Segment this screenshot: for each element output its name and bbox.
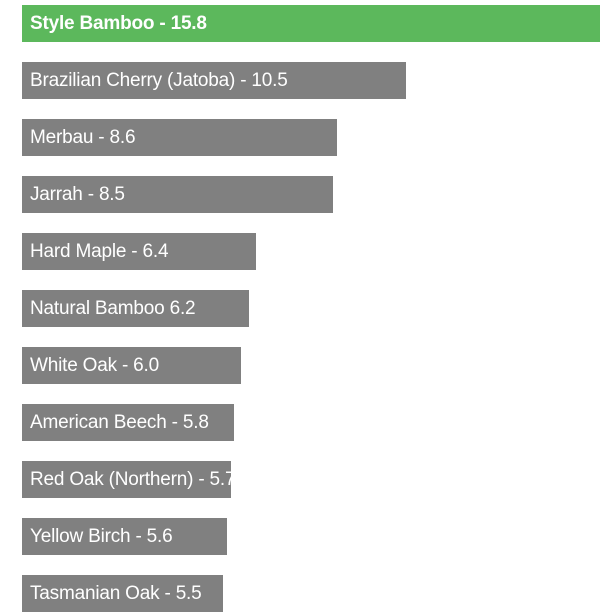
bar-merbau: Merbau - 8.6 <box>22 119 337 156</box>
bar-style-bamboo: Style Bamboo - 15.8 <box>22 5 600 42</box>
bar-natural-bamboo: Natural Bamboo 6.2 <box>22 290 249 327</box>
bar-yellow-birch: Yellow Birch - 5.6 <box>22 518 227 555</box>
bar-label: Yellow Birch - 5.6 <box>30 525 173 547</box>
bar-label: Merbau - 8.6 <box>30 126 136 148</box>
bar-label: Style Bamboo - 15.8 <box>30 12 207 34</box>
bar-label: Natural Bamboo 6.2 <box>30 297 196 319</box>
bar-label: Tasmanian Oak - 5.5 <box>30 582 202 604</box>
bar-white-oak: White Oak - 6.0 <box>22 347 241 384</box>
bar-jarrah: Jarrah - 8.5 <box>22 176 333 213</box>
bar-tasmanian-oak: Tasmanian Oak - 5.5 <box>22 575 223 612</box>
bar-label: Jarrah - 8.5 <box>30 183 125 205</box>
bar-label: American Beech - 5.8 <box>30 411 209 433</box>
bar-red-oak-northern: Red Oak (Northern) - 5.7 <box>22 461 231 498</box>
bar-label: Brazilian Cherry (Jatoba) - 10.5 <box>30 69 288 91</box>
bar-label: Red Oak (Northern) - 5.7 <box>30 468 231 490</box>
bar-label: White Oak - 6.0 <box>30 354 159 376</box>
bar-american-beech: American Beech - 5.8 <box>22 404 234 441</box>
bar-label: Hard Maple - 6.4 <box>30 240 169 262</box>
bar-hard-maple: Hard Maple - 6.4 <box>22 233 256 270</box>
bar-brazilian-cherry-jatoba: Brazilian Cherry (Jatoba) - 10.5 <box>22 62 406 99</box>
